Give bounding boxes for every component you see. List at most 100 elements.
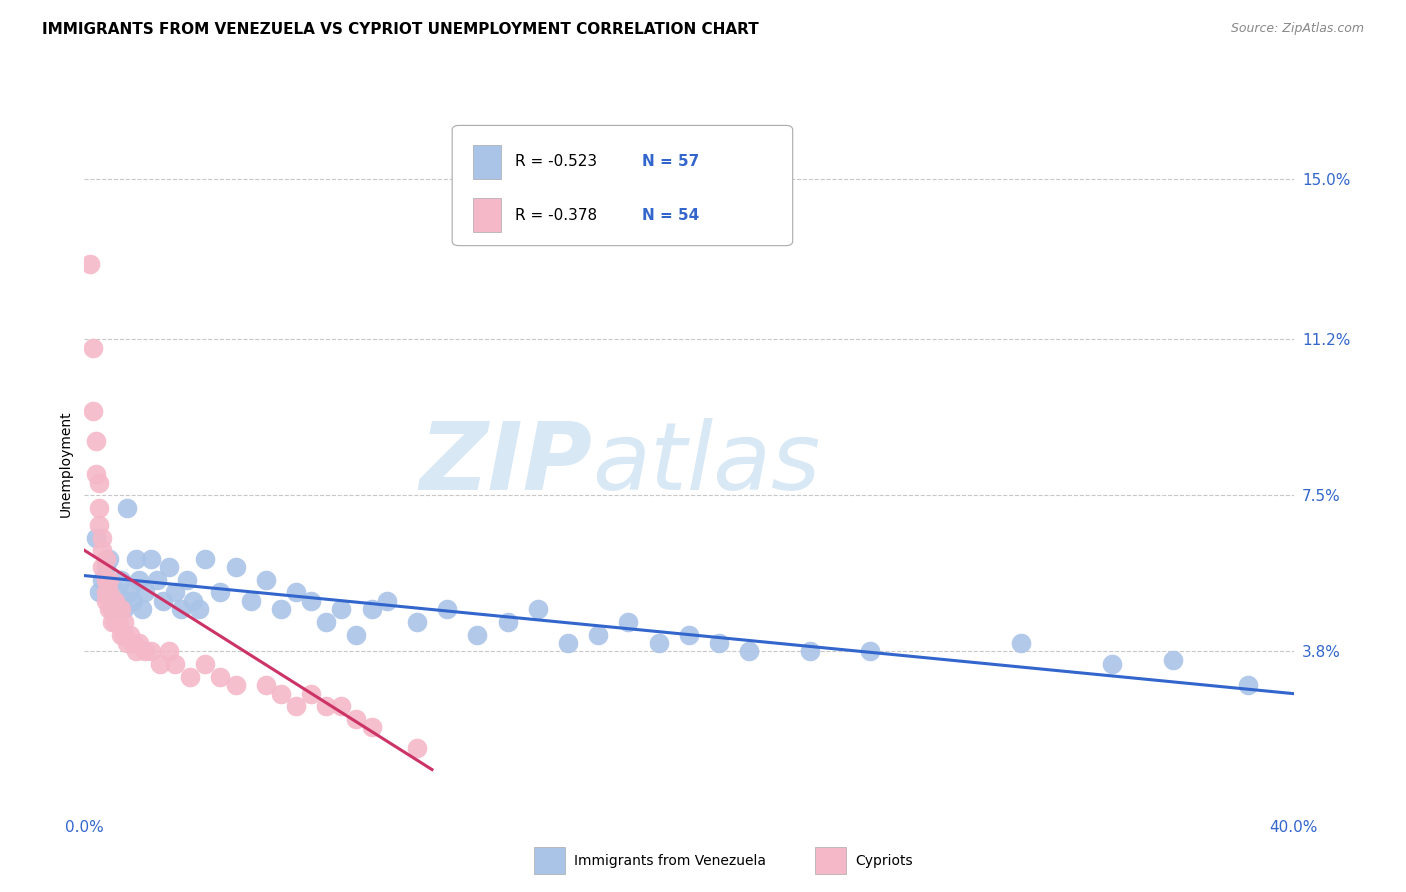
Point bbox=[94, 560, 117, 574]
Point bbox=[104, 602, 127, 616]
Point bbox=[110, 627, 132, 641]
Point bbox=[678, 627, 700, 641]
Point bbox=[254, 678, 277, 692]
Point bbox=[239, 594, 262, 608]
Point bbox=[139, 551, 162, 566]
Point bbox=[146, 573, 169, 587]
Point bbox=[94, 594, 117, 608]
Point bbox=[152, 594, 174, 608]
Point bbox=[100, 602, 122, 616]
Point bbox=[91, 543, 114, 558]
Point bbox=[104, 594, 127, 608]
Point bbox=[1161, 653, 1184, 667]
Point bbox=[115, 636, 138, 650]
Text: Immigrants from Venezuela: Immigrants from Venezuela bbox=[574, 854, 766, 868]
Point bbox=[139, 644, 162, 658]
Point bbox=[799, 644, 821, 658]
Point bbox=[149, 657, 172, 672]
Point bbox=[118, 627, 141, 641]
Point bbox=[112, 602, 135, 616]
Point bbox=[91, 531, 114, 545]
Point bbox=[97, 573, 120, 587]
Point bbox=[467, 627, 489, 641]
Point bbox=[125, 551, 148, 566]
Point bbox=[270, 687, 292, 701]
Point bbox=[1237, 678, 1260, 692]
Point bbox=[107, 615, 129, 629]
Point bbox=[1101, 657, 1123, 672]
Text: atlas: atlas bbox=[592, 418, 821, 509]
Point bbox=[254, 573, 277, 587]
Point bbox=[112, 627, 135, 641]
Point bbox=[346, 712, 368, 726]
Point bbox=[157, 644, 180, 658]
Point bbox=[97, 585, 120, 599]
Point bbox=[188, 602, 211, 616]
Point bbox=[225, 560, 247, 574]
Point bbox=[360, 602, 382, 616]
Point bbox=[225, 678, 247, 692]
Point bbox=[346, 627, 368, 641]
Point bbox=[89, 501, 111, 516]
Point bbox=[194, 551, 217, 566]
Point bbox=[94, 573, 117, 587]
Point bbox=[134, 585, 156, 599]
Point bbox=[91, 573, 114, 587]
Point bbox=[617, 615, 640, 629]
Point bbox=[176, 573, 198, 587]
Point bbox=[86, 467, 108, 482]
Point bbox=[121, 594, 143, 608]
Point bbox=[107, 585, 129, 599]
Point bbox=[97, 594, 120, 608]
Point bbox=[97, 551, 120, 566]
Point bbox=[299, 687, 322, 701]
Text: Cypriots: Cypriots bbox=[855, 854, 912, 868]
Point bbox=[128, 573, 150, 587]
Point bbox=[496, 615, 519, 629]
Point bbox=[125, 644, 148, 658]
Point bbox=[330, 602, 353, 616]
Point bbox=[104, 594, 127, 608]
Point bbox=[738, 644, 761, 658]
Point bbox=[375, 594, 398, 608]
Point bbox=[112, 615, 135, 629]
Point bbox=[330, 699, 353, 714]
Point bbox=[299, 594, 322, 608]
Point bbox=[100, 615, 122, 629]
Point bbox=[110, 573, 132, 587]
Text: N = 54: N = 54 bbox=[643, 208, 699, 223]
Text: Source: ZipAtlas.com: Source: ZipAtlas.com bbox=[1230, 22, 1364, 36]
Text: R = -0.523: R = -0.523 bbox=[516, 154, 598, 169]
Point bbox=[588, 627, 610, 641]
Point bbox=[128, 636, 150, 650]
Text: R = -0.378: R = -0.378 bbox=[516, 208, 598, 223]
Point bbox=[134, 644, 156, 658]
Point bbox=[270, 602, 292, 616]
Point bbox=[89, 518, 111, 533]
Point bbox=[79, 256, 101, 270]
Point bbox=[118, 585, 141, 599]
Point bbox=[181, 594, 204, 608]
Point bbox=[709, 636, 731, 650]
Point bbox=[121, 636, 143, 650]
Y-axis label: Unemployment: Unemployment bbox=[59, 410, 73, 517]
Point bbox=[91, 560, 114, 574]
Text: IMMIGRANTS FROM VENEZUELA VS CYPRIOT UNEMPLOYMENT CORRELATION CHART: IMMIGRANTS FROM VENEZUELA VS CYPRIOT UNE… bbox=[42, 22, 759, 37]
Point bbox=[406, 741, 429, 756]
Point bbox=[157, 560, 180, 574]
Point bbox=[82, 341, 104, 355]
Point bbox=[209, 670, 232, 684]
Point bbox=[107, 602, 129, 616]
Point bbox=[82, 404, 104, 418]
Point bbox=[526, 602, 548, 616]
Point bbox=[115, 501, 138, 516]
Point bbox=[89, 585, 111, 599]
Point bbox=[859, 644, 882, 658]
Point bbox=[406, 615, 429, 629]
Point bbox=[647, 636, 671, 650]
Point bbox=[170, 602, 193, 616]
Text: ZIP: ZIP bbox=[419, 417, 592, 510]
Point bbox=[436, 602, 458, 616]
Point bbox=[284, 699, 308, 714]
Point bbox=[284, 585, 308, 599]
